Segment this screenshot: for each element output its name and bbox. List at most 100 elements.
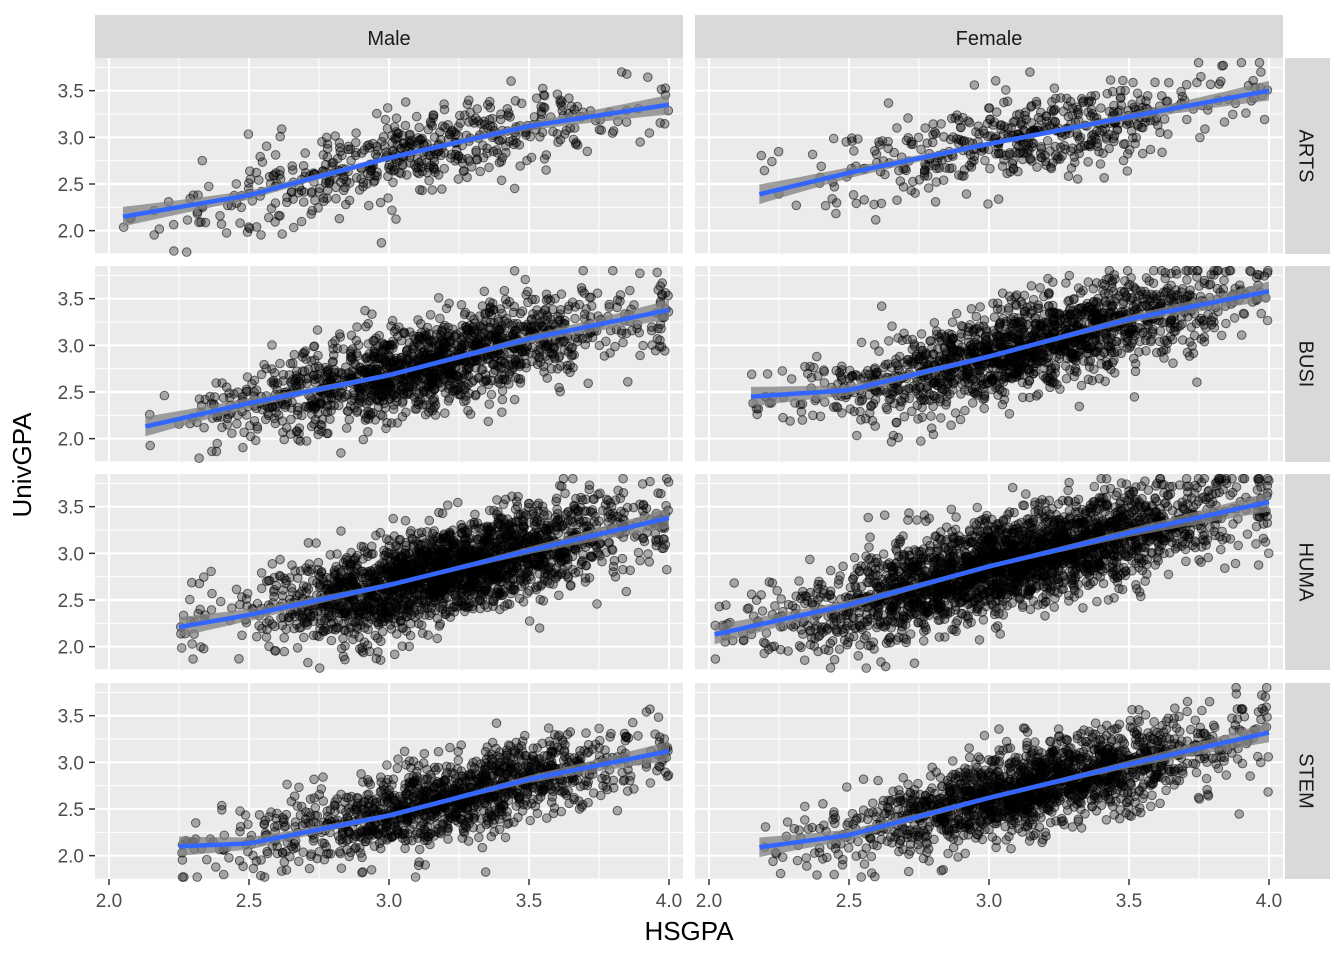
data-point bbox=[1001, 150, 1011, 161]
data-point bbox=[249, 416, 260, 426]
data-point bbox=[307, 187, 317, 197]
data-point bbox=[509, 266, 520, 276]
data-point bbox=[564, 93, 574, 104]
data-point bbox=[929, 318, 940, 328]
data-point bbox=[440, 343, 451, 353]
data-point bbox=[1014, 335, 1024, 346]
data-point bbox=[887, 321, 897, 332]
data-point bbox=[349, 390, 359, 400]
data-point bbox=[570, 313, 580, 324]
data-point bbox=[1026, 280, 1037, 291]
data-point bbox=[168, 219, 179, 230]
data-point bbox=[1092, 298, 1103, 308]
data-point bbox=[548, 126, 558, 137]
data-point bbox=[874, 137, 884, 147]
data-point bbox=[881, 402, 892, 413]
data-point bbox=[1043, 273, 1053, 284]
data-point bbox=[321, 132, 332, 143]
data-point bbox=[309, 341, 319, 352]
data-point bbox=[932, 157, 943, 167]
data-point bbox=[377, 136, 387, 147]
data-point bbox=[759, 165, 770, 176]
data-point bbox=[574, 299, 585, 310]
data-point bbox=[1187, 265, 1198, 276]
data-point bbox=[275, 358, 285, 369]
data-point bbox=[211, 446, 222, 457]
data-point bbox=[635, 350, 645, 361]
data-point bbox=[550, 353, 560, 364]
data-point bbox=[934, 394, 945, 404]
data-point bbox=[831, 208, 841, 219]
data-point bbox=[990, 76, 1001, 86]
data-point bbox=[273, 410, 284, 420]
data-point bbox=[899, 328, 909, 339]
data-point bbox=[277, 229, 287, 239]
data-point bbox=[946, 329, 957, 340]
data-point bbox=[1064, 305, 1075, 316]
data-point bbox=[337, 368, 347, 378]
data-point bbox=[1252, 269, 1263, 280]
data-point bbox=[1141, 289, 1152, 300]
data-point bbox=[424, 515, 435, 526]
data-point bbox=[1187, 341, 1197, 351]
data-point bbox=[816, 161, 826, 172]
data-point bbox=[400, 97, 411, 107]
data-point bbox=[464, 95, 474, 106]
data-point bbox=[930, 371, 941, 381]
data-point bbox=[238, 442, 248, 453]
data-point bbox=[928, 401, 938, 412]
data-point bbox=[465, 409, 476, 419]
data-point bbox=[292, 426, 302, 436]
data-point bbox=[756, 150, 767, 161]
data-point bbox=[444, 298, 454, 309]
data-point bbox=[1262, 315, 1273, 326]
data-point bbox=[241, 386, 252, 397]
data-point bbox=[1083, 302, 1094, 313]
data-point bbox=[299, 187, 309, 197]
facet-panel bbox=[695, 265, 1283, 463]
data-point bbox=[478, 376, 489, 387]
data-point bbox=[204, 181, 214, 192]
data-point bbox=[299, 632, 309, 643]
data-point bbox=[1018, 392, 1028, 403]
data-point bbox=[1206, 315, 1217, 326]
data-point bbox=[243, 129, 254, 139]
data-point bbox=[424, 175, 434, 186]
data-point bbox=[341, 423, 352, 433]
data-point bbox=[951, 134, 962, 144]
data-point bbox=[988, 358, 999, 368]
data-point bbox=[1072, 313, 1082, 324]
data-point bbox=[343, 144, 354, 155]
data-point bbox=[298, 348, 308, 359]
data-point bbox=[270, 150, 281, 160]
data-point bbox=[848, 190, 859, 200]
data-point bbox=[237, 630, 247, 641]
data-point bbox=[359, 409, 370, 419]
data-point bbox=[359, 145, 370, 155]
data-point bbox=[1150, 77, 1160, 88]
data-point bbox=[1049, 83, 1060, 94]
data-point bbox=[1074, 401, 1085, 412]
data-point bbox=[310, 414, 321, 425]
data-point bbox=[1020, 306, 1030, 317]
data-point bbox=[1072, 367, 1082, 377]
data-point bbox=[412, 154, 423, 164]
data-point bbox=[1112, 346, 1123, 357]
data-point bbox=[397, 160, 408, 170]
data-point bbox=[505, 366, 515, 377]
data-point bbox=[401, 407, 411, 418]
data-point bbox=[382, 103, 393, 113]
data-point bbox=[296, 216, 307, 227]
data-point bbox=[266, 377, 277, 387]
data-point bbox=[275, 131, 285, 142]
data-point bbox=[1122, 166, 1133, 176]
data-point bbox=[388, 177, 398, 188]
data-point bbox=[834, 367, 845, 378]
data-point bbox=[596, 125, 607, 135]
data-point bbox=[1069, 152, 1080, 162]
data-point bbox=[807, 149, 818, 160]
data-point bbox=[1025, 67, 1035, 77]
data-point bbox=[328, 356, 338, 367]
y-tick-label: 2.0 bbox=[58, 222, 84, 243]
data-point bbox=[1046, 105, 1057, 116]
